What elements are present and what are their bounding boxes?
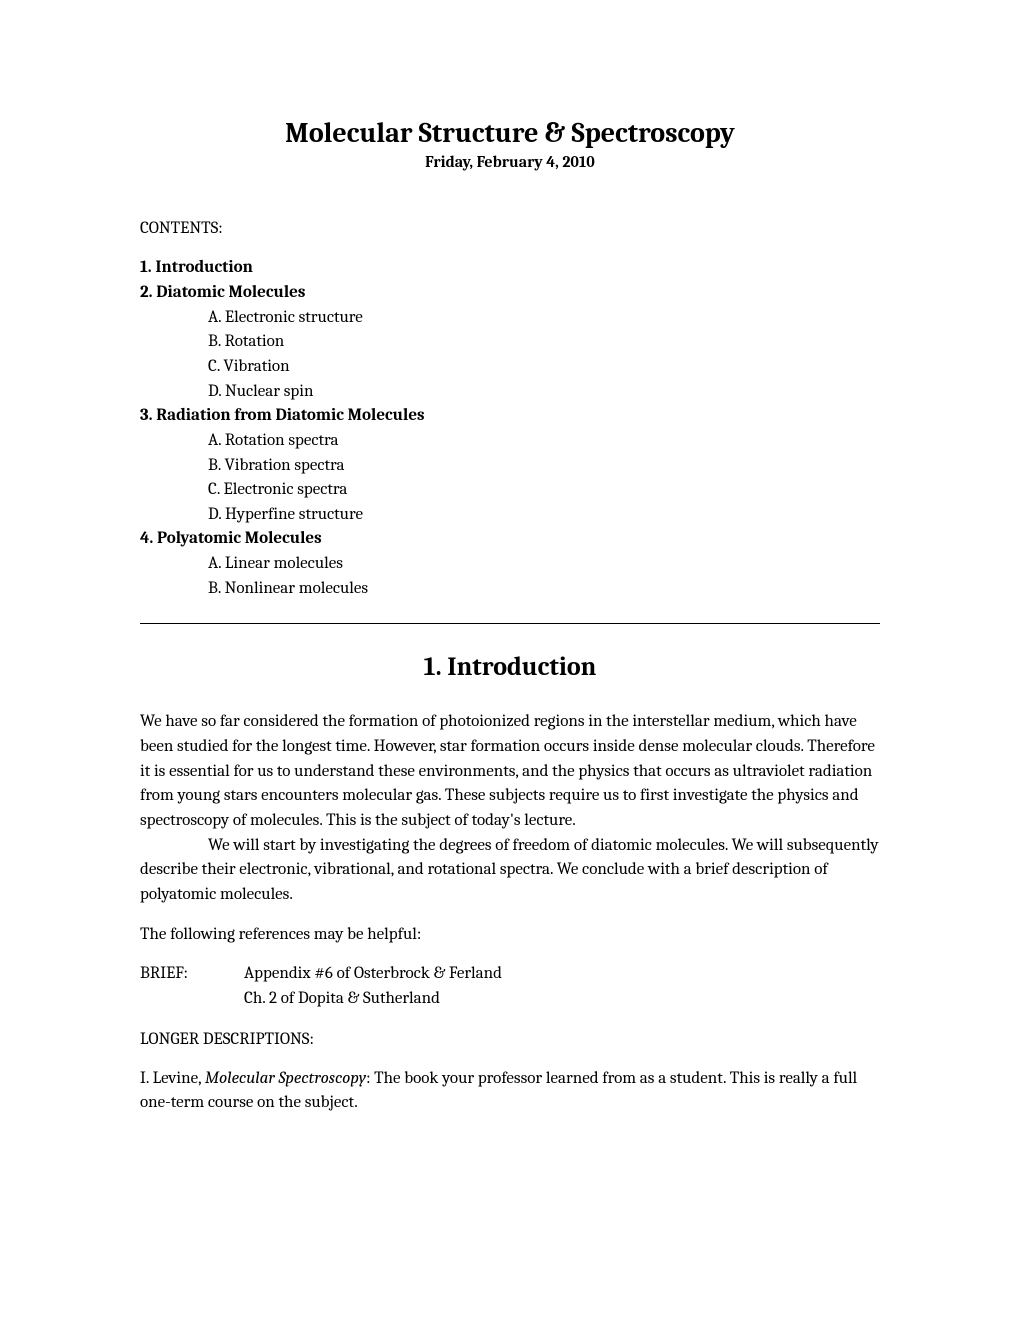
brief-reference-row: BRIEF: Appendix #6 of Osterbrock & Ferla… <box>140 962 880 987</box>
toc-sub-4b: B. Nonlinear molecules <box>140 577 880 602</box>
para1-text-b: We will start by investigating the degre… <box>140 836 879 904</box>
brief-key: BRIEF: <box>140 962 244 987</box>
section-1-heading: 1. Introduction <box>140 652 880 682</box>
contents-label: CONTENTS: <box>140 219 880 238</box>
intro-paragraph-1: We have so far considered the formation … <box>140 710 880 907</box>
horizontal-rule <box>140 623 880 624</box>
toc-sub-2c: C. Vibration <box>140 355 880 380</box>
toc-sub-3d: D. Hyperfine structure <box>140 503 880 528</box>
toc-section-2: 2. Diatomic Molecules <box>140 281 880 306</box>
para1-text-a: We have so far considered the formation … <box>140 712 875 830</box>
levine-prefix: I. Levine, <box>140 1069 205 1088</box>
toc-section-3: 3. Radiation from Diatomic Molecules <box>140 404 880 429</box>
levine-title: Molecular Spectroscopy <box>205 1069 366 1088</box>
levine-reference: I. Levine, Molecular Spectroscopy: The b… <box>140 1067 880 1116</box>
document-date: Friday, February 4, 2010 <box>140 153 880 171</box>
document-page: Molecular Structure & Spectroscopy Frida… <box>0 0 1020 1320</box>
toc-sub-2d: D. Nuclear spin <box>140 380 880 405</box>
toc-sub-2a: A. Electronic structure <box>140 306 880 331</box>
toc-section-4: 4. Polyatomic Molecules <box>140 527 880 552</box>
table-of-contents: 1. Introduction 2. Diatomic Molecules A.… <box>140 256 880 601</box>
document-title: Molecular Structure & Spectroscopy <box>140 115 880 151</box>
toc-sub-4a: A. Linear molecules <box>140 552 880 577</box>
toc-sub-3c: C. Electronic spectra <box>140 478 880 503</box>
toc-section-1: 1. Introduction <box>140 256 880 281</box>
toc-sub-3a: A. Rotation spectra <box>140 429 880 454</box>
brief-value-2: Ch. 2 of Dopita & Sutherland <box>140 987 880 1012</box>
brief-value-1: Appendix #6 of Osterbrock & Ferland <box>244 962 880 987</box>
longer-descriptions-label: LONGER DESCRIPTIONS: <box>140 1030 880 1049</box>
references-label: The following references may be helpful: <box>140 925 880 944</box>
toc-sub-2b: B. Rotation <box>140 330 880 355</box>
toc-sub-3b: B. Vibration spectra <box>140 454 880 479</box>
